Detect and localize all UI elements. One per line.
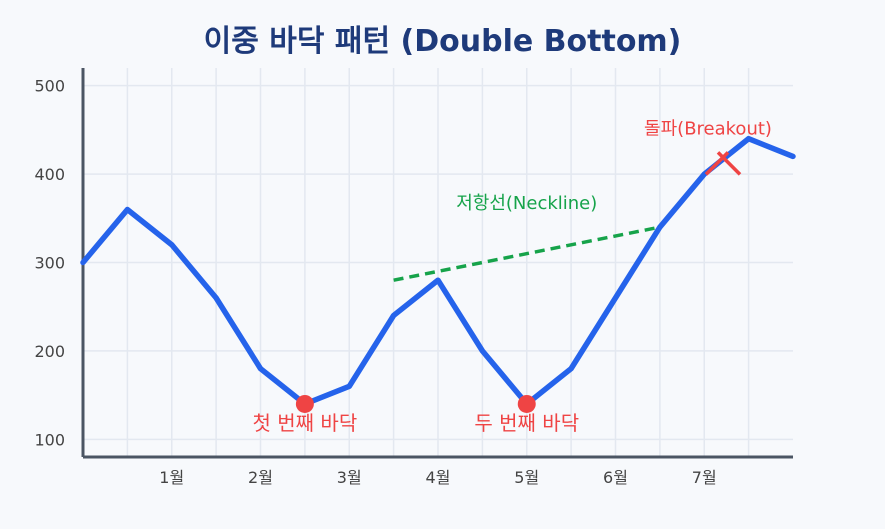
x-tick-label: 4월 — [426, 468, 451, 487]
neckline-line — [393, 225, 661, 282]
y-tick-label: 200 — [34, 342, 65, 361]
price-line — [80, 135, 796, 407]
breakout-mark — [716, 151, 742, 176]
y-tick-label: 400 — [34, 165, 65, 184]
x-tick-label: 6월 — [603, 468, 628, 487]
bottom-label: 두 번째 바닥 — [474, 411, 579, 435]
bottom-marker — [295, 394, 314, 413]
neckline-label: 저항선(Neckline) — [456, 193, 597, 214]
x-tick-label: 3월 — [337, 468, 362, 487]
series-layer — [80, 135, 796, 407]
y-tick-label: 300 — [34, 254, 65, 273]
chart-title: 이중 바닥 패턴 (Double Bottom) — [203, 24, 682, 59]
x-tick-label: 2월 — [248, 468, 273, 487]
axis-layer: 100 200 300 400 500 1월 2월 3월 4월 5월 6월 7월 — [34, 68, 793, 487]
breakout-mark — [704, 151, 730, 176]
y-tick-label: 500 — [34, 77, 65, 96]
y-tick-label: 100 — [34, 430, 65, 449]
bottom-marker — [517, 394, 536, 413]
grid-layer — [83, 68, 793, 457]
annotation-layer: 저항선(Neckline) — [393, 193, 661, 282]
x-tick-label: 1월 — [159, 468, 184, 487]
x-tick-label: 7월 — [692, 468, 717, 487]
marker-layer: 첫 번째 바닥 두 번째 바닥 돌파(Breakout) — [253, 118, 772, 435]
breakout-label: 돌파(Breakout) — [644, 118, 772, 139]
x-tick-label: 5월 — [514, 468, 539, 487]
bottom-label: 첫 번째 바닥 — [253, 411, 358, 435]
